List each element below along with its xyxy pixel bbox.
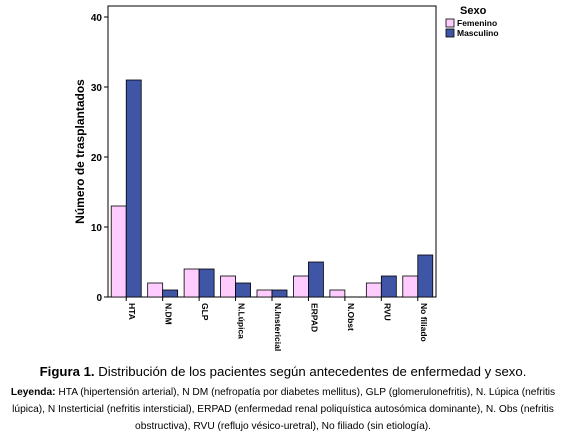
y-tick-label: 40 [91, 13, 103, 24]
bar-femenino-erpad [293, 275, 309, 298]
legend-swatch-masculino [445, 28, 455, 38]
bar-masculino-glp [198, 268, 215, 298]
legend-note-label: Leyenda: [10, 387, 56, 398]
legend-swatch-femenino [445, 18, 455, 28]
bar-masculino-n-instericial [271, 289, 288, 298]
caption-text: Distribución de los pacientes según ante… [94, 364, 527, 379]
bar-femenino-glp [183, 268, 200, 298]
y-axis-label: Número de trasplantados [73, 79, 87, 224]
bar-masculino-hta [125, 79, 142, 298]
y-tick-label: 0 [96, 293, 102, 304]
bar-femenino-n-dm [147, 282, 164, 298]
bar-femenino-n-obst [329, 289, 346, 298]
legend-note: Leyenda: HTA (hipertensión arterial), N … [0, 384, 566, 435]
plot-frame [107, 5, 437, 298]
y-tick-label: 20 [91, 153, 103, 164]
bar-chart: 0 10 20 30 40 Número de trasplantados HTA N.DM G… [73, 5, 499, 351]
bar-masculino-n-dm [162, 289, 179, 298]
legend-label-masculino: Masculino [457, 28, 499, 38]
x-tick-label-n-instericial: N.Instericial [273, 303, 283, 351]
legend-title: Sexo [460, 5, 487, 17]
x-tick-label-n-dm: N.DM [164, 303, 174, 325]
bar-masculino-n-lupica [235, 282, 251, 298]
x-tick-label-n-obst: N.Obst [346, 303, 356, 331]
y-tick-label: 10 [91, 223, 103, 234]
x-tick-label-hta: HTA [127, 303, 137, 320]
x-tick-label-no-filiado: No filiado [419, 303, 429, 342]
legend-label-femenino: Femenino [457, 18, 497, 28]
x-tick-label-n-lupica: N.Lúpica [237, 303, 247, 339]
bar-femenino-n-instericial [256, 289, 273, 298]
figure-caption: Figura 1. Distribución de los pacientes … [0, 364, 566, 379]
bar-femenino-no-filiado [402, 275, 419, 298]
x-tick-label-glp: GLP [200, 303, 210, 321]
bar-femenino-rvu [365, 282, 382, 298]
bar-masculino-erpad [308, 261, 324, 298]
caption-label: Figura 1. [39, 364, 95, 379]
bar-femenino-n-lupica [220, 275, 236, 298]
bar-masculino-no-filiado [417, 254, 434, 298]
bar-femenino-hta [110, 205, 127, 298]
x-tick-label-rvu: RVU [382, 303, 392, 321]
x-tick-label-erpad: ERPAD [309, 303, 319, 332]
chart-svg: 0 10 20 30 40 Número de trasplantados HTA N.DM G… [73, 5, 499, 351]
y-tick-label: 30 [91, 83, 103, 94]
bar-masculino-rvu [380, 275, 397, 298]
legend-note-text: HTA (hipertensión arterial), N DM (nefro… [12, 387, 556, 432]
